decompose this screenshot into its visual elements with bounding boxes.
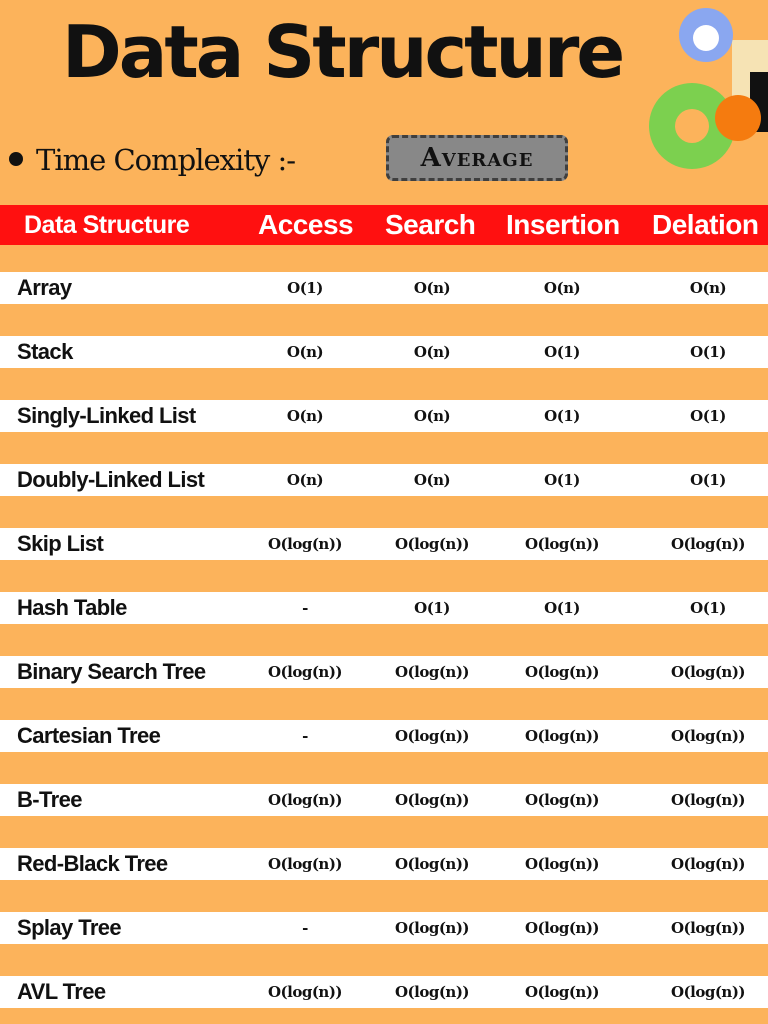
table-row: Stack O(n) O(n) O(1) O(1) — [0, 336, 768, 368]
insertion-value: O(n) — [543, 279, 581, 297]
table-row: Singly-Linked List O(n) O(n) O(1) O(1) — [0, 400, 768, 432]
insertion-value: O(1) — [544, 471, 580, 489]
search-value: O(log(n)) — [394, 727, 470, 745]
row-name: Skip List — [17, 531, 104, 556]
table-row: Binary Search Tree O(log(n)) O(log(n)) O(lo… — [0, 656, 768, 688]
insertion-value: O(log(n)) — [524, 727, 600, 745]
deletion-value: O(1) — [690, 599, 726, 617]
access-value: O(1) — [287, 279, 323, 297]
decorative-shapes — [649, 8, 768, 169]
table-row: AVL Tree O(log(n)) O(log(n)) O(log(n)) O(log… — [0, 976, 768, 1008]
access-value: O(log(n)) — [267, 663, 343, 681]
insertion-value: O(1) — [544, 343, 580, 361]
search-value: O(log(n)) — [394, 791, 470, 809]
insertion-value: O(1) — [544, 407, 580, 425]
table-header: Data Structure Access Search Insertion D… — [0, 205, 768, 245]
row-name: Hash Table — [17, 595, 127, 620]
deletion-value: O(1) — [690, 407, 726, 425]
deletion-value: O(log(n)) — [670, 791, 746, 809]
access-value: O(log(n)) — [267, 535, 343, 553]
search-value: O(log(n)) — [394, 535, 470, 553]
deletion-value: O(log(n)) — [670, 535, 746, 553]
deletion-value: O(1) — [690, 471, 726, 489]
table-row: B-Tree O(log(n)) O(log(n)) O(log(n)) O(log(n… — [0, 784, 768, 816]
table-row: Splay Tree - O(log(n)) O(log(n)) O(log(n)) — [0, 912, 768, 944]
access-value: - — [302, 727, 308, 745]
table-row: Cartesian Tree - O(log(n)) O(log(n)) O(log(n… — [0, 720, 768, 752]
insertion-value: O(log(n)) — [524, 535, 600, 553]
insertion-value: O(log(n)) — [524, 663, 600, 681]
header-search: Search — [385, 209, 476, 240]
access-value: - — [302, 919, 308, 937]
access-value: O(n) — [286, 343, 324, 361]
bullet-icon — [9, 152, 23, 166]
row-name: Stack — [17, 339, 73, 364]
table-row: Skip List O(log(n)) O(log(n)) O(log(n)) O(lo… — [0, 528, 768, 560]
header-deletion: Delation — [652, 209, 759, 240]
row-name: Splay Tree — [17, 915, 122, 940]
search-value: O(log(n)) — [394, 663, 470, 681]
table-row: Hash Table - O(1) O(1) O(1) — [0, 592, 768, 624]
insertion-value: O(log(n)) — [524, 791, 600, 809]
page-title: Data Structure — [62, 10, 625, 94]
deletion-value: O(log(n)) — [670, 855, 746, 873]
search-value: O(n) — [413, 343, 451, 361]
insertion-value: O(log(n)) — [524, 855, 600, 873]
search-value: O(1) — [414, 599, 450, 617]
search-value: O(n) — [413, 471, 451, 489]
row-name: B-Tree — [17, 787, 82, 812]
insertion-value: O(log(n)) — [524, 919, 600, 937]
header-data-structure: Data Structure — [24, 211, 190, 239]
access-value: - — [302, 599, 308, 617]
average-badge: Average — [386, 135, 568, 181]
search-value: O(n) — [413, 279, 451, 297]
deletion-value: O(log(n)) — [670, 919, 746, 937]
search-value: O(n) — [413, 407, 451, 425]
deletion-value: O(log(n)) — [670, 663, 746, 681]
access-value: O(log(n)) — [267, 855, 343, 873]
row-name: Singly-Linked List — [17, 403, 196, 428]
deletion-value: O(1) — [690, 343, 726, 361]
row-name: Cartesian Tree — [17, 723, 161, 748]
access-value: O(n) — [286, 471, 324, 489]
row-name: Array — [17, 275, 72, 300]
row-name: AVL Tree — [17, 979, 106, 1004]
row-name: Doubly-Linked List — [17, 467, 205, 492]
deletion-value: O(n) — [689, 279, 727, 297]
row-name: Red-Black Tree — [17, 851, 168, 876]
insertion-value: O(log(n)) — [524, 983, 600, 1001]
insertion-value: O(1) — [544, 599, 580, 617]
access-value: O(n) — [286, 407, 324, 425]
table-row: Doubly-Linked List O(n) O(n) O(1) O(1) — [0, 464, 768, 496]
header-access: Access — [258, 209, 354, 240]
search-value: O(log(n)) — [394, 855, 470, 873]
search-value: O(log(n)) — [394, 919, 470, 937]
deletion-value: O(log(n)) — [670, 983, 746, 1001]
deletion-value: O(log(n)) — [670, 727, 746, 745]
access-value: O(log(n)) — [267, 983, 343, 1001]
header-insertion: Insertion — [506, 209, 620, 240]
table-row: Array O(1) O(n) O(n) O(n) — [0, 272, 768, 304]
time-complexity-label: Time Complexity :- — [36, 143, 296, 177]
access-value: O(log(n)) — [267, 791, 343, 809]
search-value: O(log(n)) — [394, 983, 470, 1001]
table-row: Red-Black Tree O(log(n)) O(log(n)) O(log(n)… — [0, 848, 768, 880]
row-name: Binary Search Tree — [17, 659, 206, 684]
